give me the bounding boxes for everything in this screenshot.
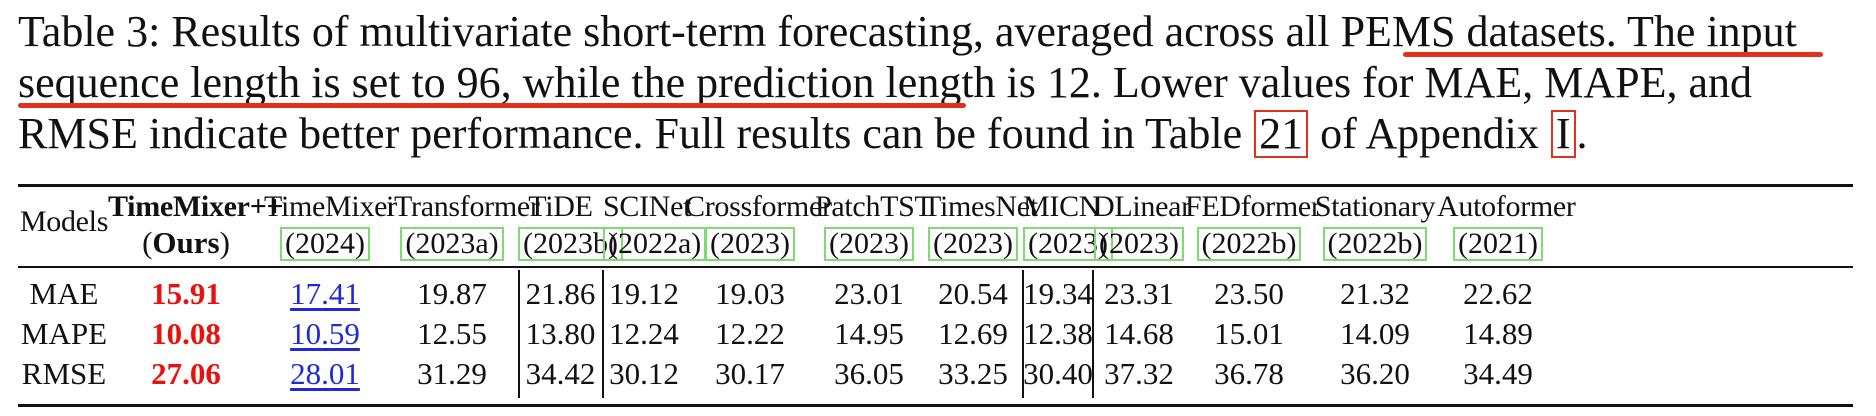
best-value-cell: 10.08: [151, 316, 221, 351]
best-value-cell: 27.06: [151, 356, 221, 391]
second-best-value-cell[interactable]: 28.01: [290, 356, 360, 391]
model-name: TimeMixer: [264, 190, 397, 223]
metric-label: MAPE: [20, 316, 108, 351]
value-cell: 36.78: [1214, 356, 1284, 391]
value-cell: 23.50: [1214, 276, 1284, 311]
value-cell: 21.86: [525, 276, 596, 311]
model-name: PatchTST: [815, 190, 933, 223]
caption-line-2: sequence length is set to 96, while the …: [18, 57, 1752, 108]
column-divider: [518, 270, 520, 398]
citation-link[interactable]: (2023a): [400, 227, 504, 261]
caption-line-1: Table 3: Results of multivariate short-t…: [18, 6, 1797, 57]
model-name: FEDformer: [1185, 190, 1321, 223]
highlighted-text: sequence length is set to 96, while the …: [18, 58, 1102, 107]
value-cell: 37.32: [1104, 356, 1174, 391]
value-cell: 20.54: [938, 276, 1008, 311]
value-cell: 36.20: [1340, 356, 1410, 391]
highlighted-text: The input: [1627, 7, 1797, 56]
paren: ): [219, 225, 230, 260]
value-cell: 12.38: [1023, 316, 1093, 351]
metric-label: RMSE: [21, 356, 107, 391]
value-cell: 34.49: [1463, 356, 1533, 391]
value-cell: 19.87: [417, 276, 487, 311]
header-row-names: Models TimeMixer++ TimeMixer iTransforme…: [18, 187, 1853, 238]
value-cell: 30.40: [1023, 356, 1093, 391]
column-divider: [1022, 270, 1024, 398]
appendix-reference-link[interactable]: I: [1550, 110, 1576, 158]
citation-link[interactable]: (2021): [1453, 227, 1543, 261]
value-cell: 14.95: [834, 316, 904, 351]
citation-link[interactable]: (2022b): [1196, 227, 1302, 261]
caption-text: Lower values for MAE, MAPE, and: [1112, 58, 1752, 107]
value-cell: 12.55: [417, 316, 487, 351]
model-name: MICN: [1023, 190, 1101, 223]
value-cell: 22.62: [1463, 276, 1533, 311]
citation-link[interactable]: (2023): [705, 227, 795, 261]
ours-label: Ours: [152, 225, 220, 260]
citation-link[interactable]: (2023): [1094, 227, 1184, 261]
header-row-years: (Ours) (2024) (2023a) (2023b) (2022a) (2…: [18, 223, 1853, 263]
best-value-cell: 15.91: [151, 276, 221, 311]
model-name: Stationary: [1314, 190, 1436, 223]
annotation-underline: [18, 103, 966, 108]
column-divider: [1092, 270, 1094, 398]
ours-model-name: TimeMixer++: [108, 190, 284, 223]
table-bottom-rule: [18, 404, 1853, 407]
value-cell: 30.17: [715, 356, 785, 391]
table-row: MAE 15.91 17.41 19.87 21.86 19.12 19.03 23.01 20…: [18, 274, 1853, 314]
column-divider: [602, 270, 604, 398]
citation-link[interactable]: (2024): [280, 227, 370, 261]
table-row: MAPE 10.08 10.59 12.55 13.80 12.24 12.22 14.95 1…: [18, 314, 1853, 354]
header-rule: [18, 266, 1853, 268]
metric-label: MAE: [29, 276, 99, 311]
value-cell: 23.31: [1104, 276, 1174, 311]
model-name: DLinear: [1093, 190, 1191, 223]
value-cell: 19.03: [715, 276, 785, 311]
value-cell: 34.42: [525, 356, 596, 391]
table-top-rule: [18, 184, 1853, 187]
table-row: RMSE 27.06 28.01 31.29 34.42 30.12 30.17 36.05 3…: [18, 354, 1853, 394]
value-cell: 15.01: [1214, 316, 1284, 351]
value-cell: 31.29: [417, 356, 487, 391]
value-cell: 12.69: [938, 316, 1008, 351]
value-cell: 13.80: [525, 316, 596, 351]
citation-link[interactable]: (2022a): [603, 227, 707, 261]
value-cell: 12.24: [609, 316, 679, 351]
value-cell: 19.34: [1023, 276, 1093, 311]
model-name: SCINet: [603, 190, 692, 223]
table-reference-link[interactable]: 21: [1254, 110, 1309, 158]
models-label: Models: [19, 205, 109, 238]
caption-text: Table 3: Results of multivariate short-t…: [18, 7, 1617, 56]
paren: (: [142, 225, 153, 260]
citation-link[interactable]: (2023): [824, 227, 914, 261]
second-best-value-cell[interactable]: 10.59: [290, 316, 360, 351]
value-cell: 36.05: [834, 356, 904, 391]
value-cell: 30.12: [609, 356, 679, 391]
value-cell: 14.89: [1463, 316, 1533, 351]
citation-link[interactable]: (2022b): [1322, 227, 1428, 261]
model-name: iTransformer: [386, 190, 540, 223]
citation-link[interactable]: (2023b): [518, 227, 623, 261]
value-cell: 19.12: [609, 276, 679, 311]
value-cell: 23.01: [834, 276, 904, 311]
model-name: TimesNet: [923, 190, 1038, 223]
model-name: Crossformer: [685, 190, 832, 223]
value-cell: 14.09: [1340, 316, 1410, 351]
model-name: Autoformer: [1437, 190, 1576, 223]
model-name: TiDE: [528, 190, 593, 223]
caption-line-3: RMSE indicate better performance. Full r…: [18, 108, 1588, 159]
caption-text: of Appendix: [1320, 109, 1539, 158]
caption-period: .: [1576, 109, 1588, 158]
ours-tag: (Ours): [108, 223, 264, 263]
caption-text: RMSE indicate better performance. Full r…: [18, 109, 1243, 158]
second-best-value-cell[interactable]: 17.41: [290, 276, 360, 311]
value-cell: 14.68: [1104, 316, 1174, 351]
value-cell: 33.25: [938, 356, 1008, 391]
value-cell: 21.32: [1340, 276, 1410, 311]
annotation-underline: [1403, 52, 1823, 57]
table-body: MAE 15.91 17.41 19.87 21.86 19.12 19.03 23.01 20…: [18, 270, 1853, 400]
value-cell: 12.22: [715, 316, 785, 351]
citation-link[interactable]: (2023): [928, 227, 1018, 261]
